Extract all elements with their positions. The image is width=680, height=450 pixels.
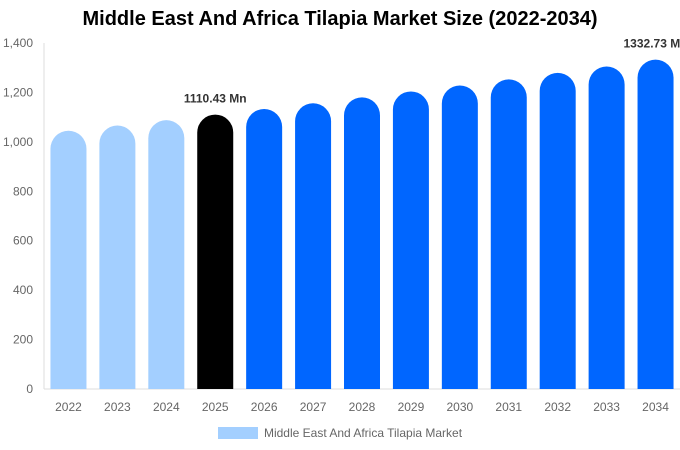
x-tick-label: 2028 xyxy=(349,400,376,414)
bar-2032 xyxy=(539,72,576,389)
y-tick-label: 0 xyxy=(26,382,33,396)
y-tick-label: 200 xyxy=(13,333,33,347)
legend-label: Middle East And Africa Tilapia Market xyxy=(263,425,463,440)
bar-2034 xyxy=(637,59,674,389)
x-tick-label: 2026 xyxy=(251,400,278,414)
y-tick-label: 1,000 xyxy=(3,135,33,149)
chart-title: Middle East And Africa Tilapia Market Si… xyxy=(82,8,598,30)
x-tick-label: 2029 xyxy=(398,400,425,414)
bar-2024 xyxy=(148,120,185,389)
data-label: 1110.43 Mn xyxy=(184,92,247,106)
y-tick-label: 600 xyxy=(13,234,33,248)
legend: Middle East And Africa Tilapia Market xyxy=(0,425,680,440)
bar-2027 xyxy=(295,103,332,389)
x-tick-label: 2023 xyxy=(104,400,131,414)
x-tick-label: 2033 xyxy=(593,400,620,414)
bar-2033 xyxy=(588,66,625,389)
x-tick-label: 2032 xyxy=(544,400,571,414)
x-tick-label: 2034 xyxy=(642,400,669,414)
x-tick-label: 2031 xyxy=(495,400,522,414)
y-tick-label: 400 xyxy=(13,283,33,297)
bar-2026 xyxy=(246,108,283,389)
bar-2031 xyxy=(490,79,527,389)
y-tick-label: 1,200 xyxy=(3,85,33,99)
x-tick-label: 2024 xyxy=(153,400,180,414)
bar-2029 xyxy=(392,91,429,390)
x-tick-label: 2027 xyxy=(300,400,327,414)
bar-2028 xyxy=(344,97,380,389)
bar-2030 xyxy=(441,85,478,389)
x-tick-label: 2030 xyxy=(446,400,473,414)
bar-2022 xyxy=(50,130,87,389)
bar-2023 xyxy=(99,125,136,389)
legend-swatch xyxy=(217,426,258,439)
bar-2025 xyxy=(197,114,234,389)
y-tick-label: 1,400 xyxy=(3,36,33,50)
x-tick-label: 2022 xyxy=(55,400,82,414)
data-label: 1332.73 Mn xyxy=(624,37,680,51)
x-tick-label: 2025 xyxy=(202,400,229,414)
y-tick-label: 800 xyxy=(13,184,33,198)
